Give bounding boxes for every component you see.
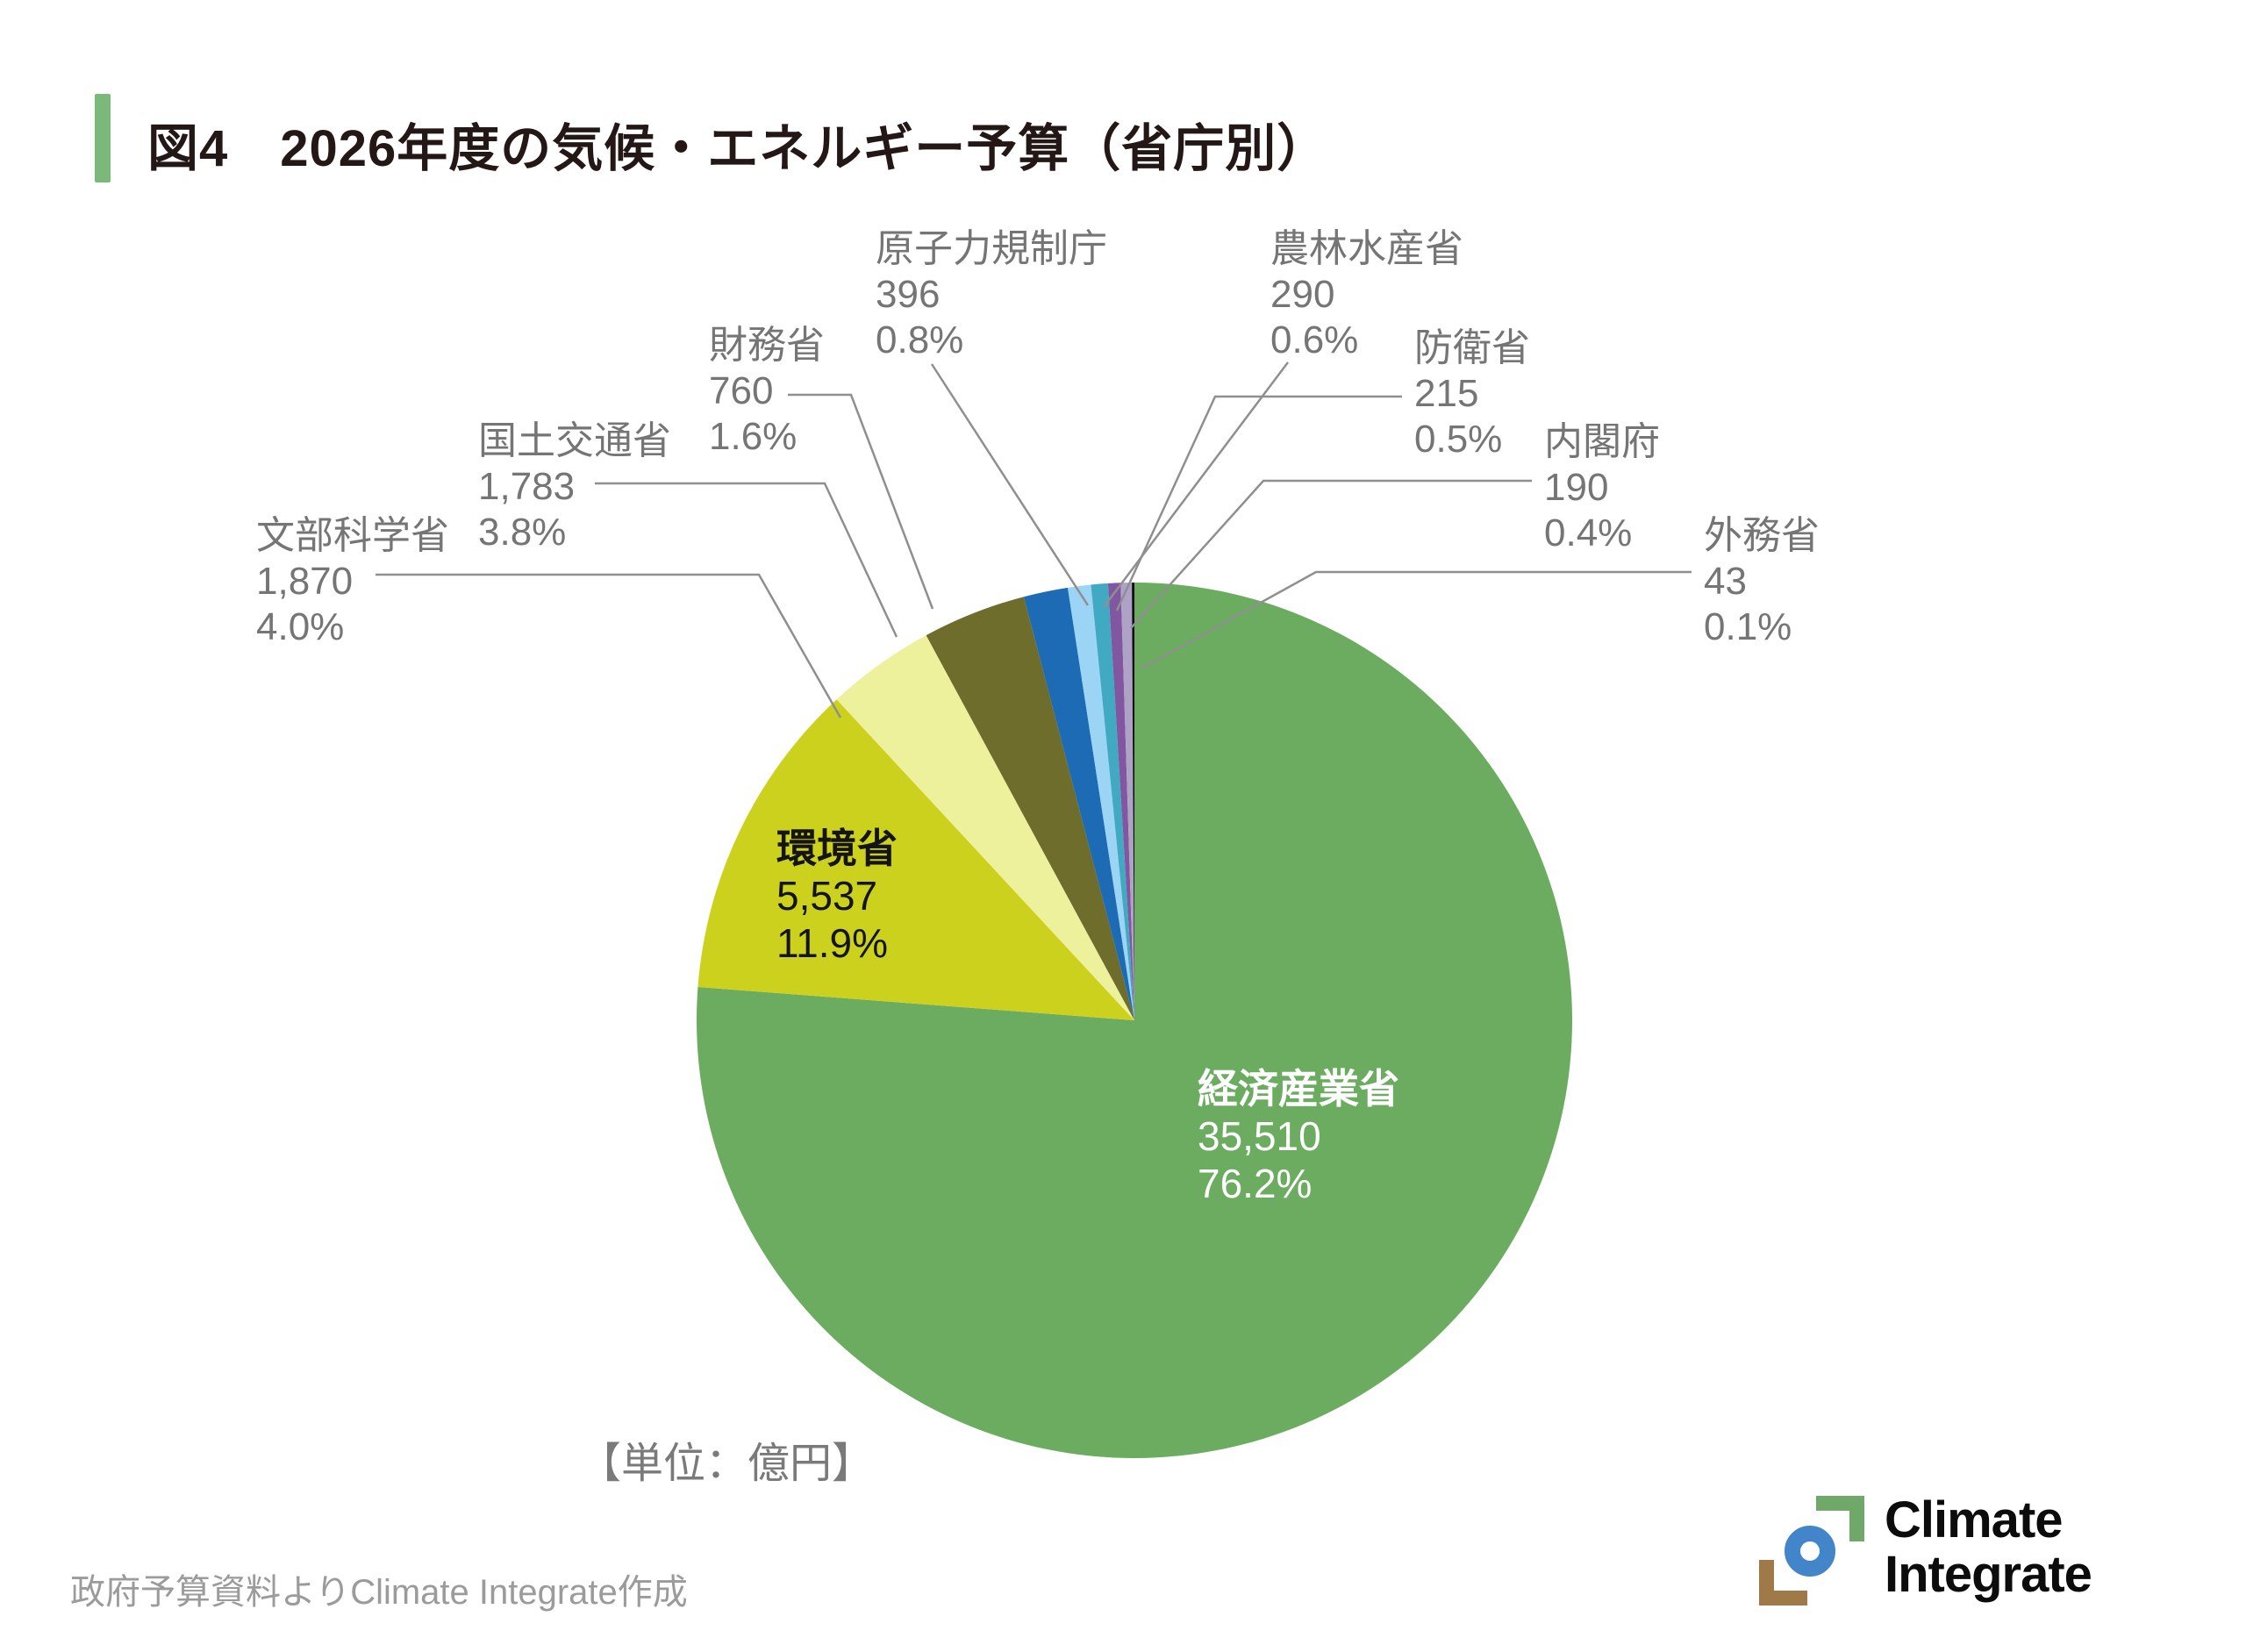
- slice-label-mod: 防衛省 215 0.5%: [1414, 325, 1530, 462]
- pie-slice-mof: [1023, 587, 1134, 1020]
- unit-note: 【単位：億円】: [579, 1441, 875, 1487]
- slice-value: 35,510: [1198, 1113, 1321, 1159]
- pie-slice-nra: [1067, 584, 1134, 1020]
- logo-ring: [1785, 1526, 1835, 1577]
- logo-wordmark: Climate Integrate: [1885, 1493, 2092, 1602]
- slice-value: 290: [1270, 273, 1335, 316]
- leader-line-cao: [1130, 479, 1532, 629]
- slice-label-mof: 財務省 760 1.6%: [709, 323, 825, 460]
- slice-value: 760: [709, 369, 774, 412]
- slice-name: 内閣府: [1544, 420, 1660, 463]
- slice-pct: 3.8%: [478, 511, 567, 554]
- slice-value: 215: [1414, 372, 1479, 415]
- slice-pct: 0.1%: [1704, 605, 1792, 648]
- pie-slice-mlit: [926, 597, 1134, 1020]
- leader-line-mof: [788, 393, 934, 610]
- figure-title: 図4 2026年度の気候・エネルギー予算（省庁別）: [147, 120, 1329, 177]
- slice-label-mext: 文部科学省 1,870 4.0%: [256, 513, 449, 650]
- slice-value: 5,537: [776, 873, 878, 919]
- slice-pct: 11.9%: [776, 920, 889, 966]
- slice-pct: 0.4%: [1544, 511, 1633, 554]
- source-note: 政府予算資料よりClimate Integrate作成: [70, 1573, 688, 1612]
- slice-pct: 0.6%: [1270, 318, 1359, 361]
- slice-label-meti: 経済産業省 35,510 76.2%: [1198, 1065, 1399, 1207]
- slice-value: 190: [1544, 466, 1609, 509]
- slice-name: 農林水産省: [1270, 227, 1463, 270]
- slice-name: 国土交通省: [478, 419, 671, 462]
- logo-corner-bottom-left: [1759, 1560, 1807, 1606]
- leader-line-maff: [1103, 361, 1289, 608]
- slice-label-cao: 内閣府 190 0.4%: [1544, 419, 1660, 556]
- slice-label-maff: 農林水産省 290 0.6%: [1270, 226, 1463, 363]
- pie-slice-maff: [1091, 583, 1134, 1020]
- slice-label-moe: 環境省 5,537 11.9%: [776, 825, 898, 967]
- slice-value: 1,870: [256, 560, 354, 603]
- leader-line-mext: [376, 573, 842, 719]
- leader-line-mofa: [1141, 570, 1692, 670]
- leader-line-nra: [930, 363, 1090, 606]
- slice-name: 外務省: [1704, 514, 1820, 557]
- pie-slice-mext: [836, 635, 1134, 1020]
- leader-line-mlit: [595, 482, 898, 638]
- slice-pct: 0.5%: [1414, 418, 1503, 461]
- slice-label-mofa: 外務省 43 0.1%: [1704, 513, 1820, 650]
- logo-corner-top-right: [1816, 1496, 1864, 1541]
- pie-slice-mod: [1107, 583, 1134, 1020]
- slice-value: 43: [1704, 560, 1747, 603]
- logo-mark-icon: [1759, 1496, 1864, 1606]
- slice-value: 396: [876, 273, 941, 316]
- slice-name: 文部科学省: [256, 514, 449, 557]
- pie-slice-meti: [697, 583, 1573, 1458]
- slice-pct: 1.6%: [709, 415, 798, 458]
- slice-label-mlit: 国土交通省 1,783 3.8%: [478, 418, 671, 555]
- title-accent-bar: [95, 94, 111, 182]
- climate-integrate-logo: Climate Integrate: [1755, 1490, 2092, 1609]
- slice-name: 環境省: [776, 826, 898, 871]
- slice-name: 財務省: [709, 324, 825, 367]
- slice-name: 防衛省: [1414, 326, 1530, 369]
- slice-name: 原子力規制庁: [876, 227, 1107, 270]
- slice-value: 1,783: [478, 465, 576, 508]
- slice-pct: 4.0%: [256, 605, 345, 648]
- pie-slice-cao: [1120, 583, 1134, 1020]
- pie-slice-moe: [697, 699, 1134, 1020]
- slice-pct: 0.8%: [876, 318, 964, 361]
- logo-word-climate: Climate: [1885, 1491, 2064, 1548]
- slice-label-nra: 原子力規制庁 396 0.8%: [876, 226, 1107, 363]
- slice-name: 経済産業省: [1198, 1066, 1399, 1112]
- slice-pct: 76.2%: [1198, 1161, 1313, 1206]
- pie-slice-mofa: [1132, 583, 1134, 1020]
- leader-line-mod: [1115, 395, 1402, 611]
- logo-word-integrate: Integrate: [1885, 1546, 2092, 1603]
